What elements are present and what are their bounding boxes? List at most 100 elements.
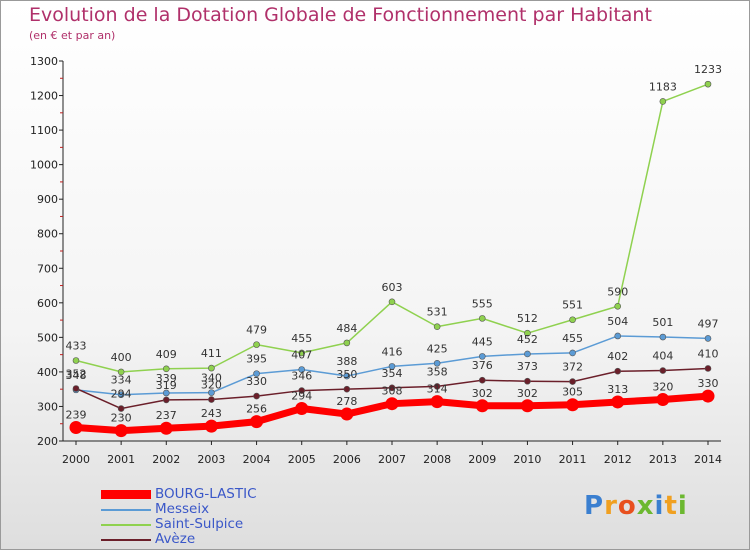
data-label-messeix: 388 xyxy=(336,355,357,368)
data-point-bourg-lastic xyxy=(159,421,173,435)
data-label-saint-sulpice: 512 xyxy=(517,312,538,325)
data-point-messeix xyxy=(478,353,486,360)
data-label-saint-sulpice: 590 xyxy=(607,285,628,298)
y-tick-label: 1000 xyxy=(30,159,58,172)
data-label-saint-sulpice: 1233 xyxy=(694,63,722,76)
data-label-av-ze: 358 xyxy=(427,365,448,378)
x-tick-label: 2006 xyxy=(333,453,361,466)
legend-item-aveze: Avèze xyxy=(101,532,257,547)
data-point-messeix xyxy=(388,363,396,370)
data-label-saint-sulpice: 479 xyxy=(246,324,267,337)
data-point-messeix xyxy=(659,333,667,341)
data-label-av-ze: 352 xyxy=(66,367,87,380)
x-tick-label: 2005 xyxy=(288,453,316,466)
x-tick-label: 2003 xyxy=(197,453,225,466)
data-label-messeix: 425 xyxy=(427,342,448,355)
legend-item-bourg-lastic: BOURG-LASTIC xyxy=(101,487,257,502)
x-tick-label: 2000 xyxy=(62,453,90,466)
data-point-bourg-lastic xyxy=(69,421,83,435)
y-tick-label: 600 xyxy=(37,297,58,310)
data-label-av-ze: 350 xyxy=(336,368,357,381)
data-point-bourg-lastic xyxy=(204,419,218,433)
data-point-saint-sulpice xyxy=(524,329,531,337)
x-tick-label: 2001 xyxy=(107,453,135,466)
y-tick-label: 900 xyxy=(37,193,58,206)
data-point-messeix xyxy=(253,370,260,377)
data-label-bourg-lastic: 294 xyxy=(291,390,312,403)
y-tick-label: 300 xyxy=(37,400,58,413)
data-point-saint-sulpice xyxy=(659,98,667,105)
y-tick-label: 1200 xyxy=(30,90,58,103)
data-label-messeix: 340 xyxy=(201,372,222,385)
data-point-saint-sulpice xyxy=(343,339,351,347)
data-point-bourg-lastic xyxy=(250,415,264,429)
data-label-bourg-lastic: 305 xyxy=(562,386,583,399)
data-point-messeix xyxy=(343,372,351,380)
data-point-bourg-lastic xyxy=(701,389,715,403)
data-point-av-ze xyxy=(524,377,531,385)
data-point-saint-sulpice xyxy=(704,80,712,88)
y-tick-label: 500 xyxy=(37,331,58,344)
data-label-av-ze: 376 xyxy=(472,359,493,372)
data-label-saint-sulpice: 551 xyxy=(562,299,583,312)
series-points xyxy=(69,80,715,438)
data-point-messeix xyxy=(433,359,441,367)
data-label-saint-sulpice: 455 xyxy=(291,332,312,345)
x-tick-label: 2002 xyxy=(152,453,180,466)
data-point-saint-sulpice xyxy=(253,341,260,348)
data-label-saint-sulpice: 603 xyxy=(382,281,403,294)
x-tick-label: 2010 xyxy=(513,453,541,466)
data-point-av-ze xyxy=(614,367,622,375)
data-point-bourg-lastic xyxy=(520,399,534,413)
data-label-saint-sulpice: 484 xyxy=(336,322,357,335)
legend-label: Messeix xyxy=(155,501,210,517)
data-label-bourg-lastic: 308 xyxy=(382,385,403,398)
data-label-av-ze: 354 xyxy=(382,367,403,380)
x-tick-label: 2012 xyxy=(604,453,632,466)
data-point-saint-sulpice xyxy=(388,298,396,306)
data-point-saint-sulpice xyxy=(298,349,306,357)
legend-swatch-aveze xyxy=(101,538,151,541)
data-point-messeix xyxy=(298,366,306,373)
data-label-bourg-lastic: 237 xyxy=(156,409,177,422)
data-point-saint-sulpice xyxy=(433,323,441,330)
data-point-av-ze xyxy=(117,405,125,412)
data-point-saint-sulpice xyxy=(478,315,486,322)
data-point-av-ze xyxy=(704,365,712,372)
data-label-saint-sulpice: 531 xyxy=(427,306,448,319)
data-label-messeix: 407 xyxy=(291,348,312,361)
data-point-av-ze xyxy=(433,383,441,390)
data-point-saint-sulpice xyxy=(614,302,622,310)
legend-swatch-messeix xyxy=(101,508,151,511)
data-label-av-ze: 404 xyxy=(652,350,673,363)
data-label-messeix: 445 xyxy=(472,335,493,348)
data-label-messeix: 501 xyxy=(652,316,673,329)
data-point-saint-sulpice xyxy=(117,368,125,376)
data-label-messeix: 395 xyxy=(246,353,267,366)
x-tick-label: 2007 xyxy=(378,453,406,466)
legend-label: BOURG-LASTIC xyxy=(155,486,257,502)
y-tick-label: 1100 xyxy=(30,124,58,137)
legend-label: Saint-Sulpice xyxy=(155,516,244,532)
data-label-bourg-lastic: 302 xyxy=(472,387,493,400)
data-label-bourg-lastic: 243 xyxy=(201,407,222,420)
data-label-av-ze: 346 xyxy=(291,370,312,383)
x-tick-label: 2013 xyxy=(649,453,677,466)
data-point-av-ze xyxy=(478,376,486,384)
data-label-bourg-lastic: 320 xyxy=(652,381,673,394)
data-label-messeix: 497 xyxy=(698,317,719,330)
chart-legend: BOURG-LASTIC Messeix Saint-Sulpice Avèze xyxy=(101,487,257,547)
data-point-messeix xyxy=(162,389,170,397)
data-label-bourg-lastic: 313 xyxy=(607,383,628,396)
data-label-av-ze: 402 xyxy=(607,350,628,363)
data-labels: 433 400 409 411 479 455 484 603 531 555 512 551 590 1… xyxy=(66,63,723,424)
data-point-saint-sulpice xyxy=(162,365,170,373)
data-label-av-ze: 294 xyxy=(111,388,132,401)
data-point-messeix xyxy=(117,391,125,399)
data-point-saint-sulpice xyxy=(569,316,576,324)
chart-subtitle: (en € et par an) xyxy=(29,29,116,42)
data-point-av-ze xyxy=(569,378,576,385)
y-tick-label: 200 xyxy=(37,435,58,448)
